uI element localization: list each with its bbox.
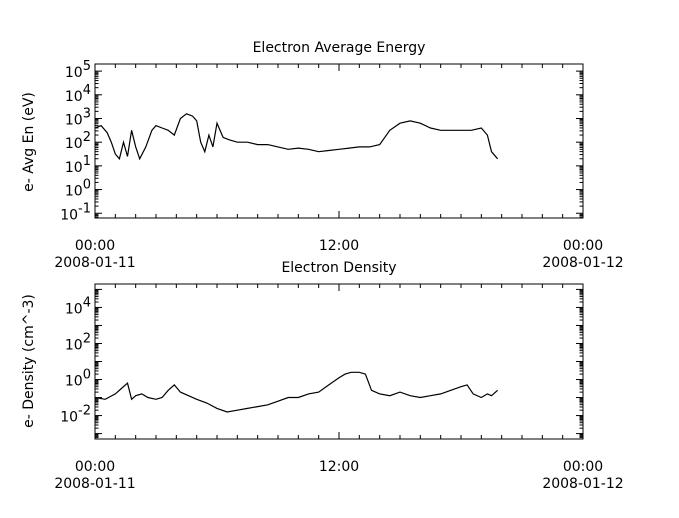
tick-base: 10 [65, 184, 83, 200]
series-line [94, 371, 498, 413]
x-tick-date: 2008-01-12 [542, 476, 623, 492]
tick-base: 10 [65, 136, 83, 152]
tick-exponent: -2 [78, 404, 91, 419]
chart-title: Electron Average Energy [253, 40, 426, 56]
x-tick-label: 00:00 [75, 459, 115, 475]
tick-exponent: 4 [83, 295, 91, 310]
series-line [94, 113, 499, 161]
x-tick-date: 2008-01-11 [54, 476, 135, 492]
y-tick-label: 104 [65, 295, 91, 317]
tick-base: 10 [65, 301, 83, 317]
x-tick-label: 12:00 [319, 238, 359, 254]
x-tick-label: 00:00 [563, 238, 603, 254]
tick-exponent: -1 [78, 201, 91, 216]
plot-frame [94, 63, 584, 219]
y-tick-label: 102 [65, 130, 91, 152]
panel-avg-energy: Electron Average Energy e- Avg En (eV) 1… [21, 40, 624, 271]
x-tick-label: 00:00 [563, 459, 603, 475]
chart-title: Electron Density [281, 260, 396, 276]
y-tick-label: 100 [65, 178, 91, 200]
x-tick-date: 2008-01-11 [54, 255, 135, 271]
tick-exponent: 3 [83, 106, 91, 121]
tick-base: 10 [60, 410, 78, 426]
y-tick-label: 103 [65, 106, 91, 128]
tick-base: 10 [65, 112, 83, 128]
tick-exponent: 0 [83, 178, 91, 193]
y-tick-label: 10-2 [60, 404, 91, 426]
tick-exponent: 0 [83, 368, 91, 383]
tick-base: 10 [65, 374, 83, 390]
tick-exponent: 2 [83, 130, 91, 145]
panel-density: Electron Density e- Density (cm^-3) 10-2… [21, 260, 624, 492]
tick-base: 10 [65, 160, 83, 176]
tick-base: 10 [65, 65, 83, 81]
y-tick-label: 100 [65, 368, 91, 390]
y-tick-label: 101 [65, 154, 91, 176]
tick-group [94, 64, 584, 218]
tick-exponent: 1 [83, 154, 91, 169]
tick-base: 10 [60, 207, 78, 223]
y-tick-label: 10-1 [60, 201, 91, 223]
y-tick-label: 104 [65, 83, 91, 105]
tick-exponent: 2 [83, 331, 91, 346]
tick-base: 10 [65, 89, 83, 105]
tick-exponent: 5 [83, 59, 91, 74]
x-tick-label: 00:00 [75, 238, 115, 254]
x-tick-date: 2008-01-12 [542, 255, 623, 271]
tick-base: 10 [65, 337, 83, 353]
plot-frame [94, 283, 584, 440]
y-tick-label: 105 [65, 59, 91, 81]
x-tick-label: 12:00 [319, 459, 359, 475]
y-axis-label: e- Avg En (eV) [21, 92, 37, 192]
y-tick-label: 102 [65, 331, 91, 353]
tick-exponent: 4 [83, 83, 91, 98]
tick-group [94, 284, 584, 439]
y-axis-label: e- Density (cm^-3) [21, 294, 37, 428]
